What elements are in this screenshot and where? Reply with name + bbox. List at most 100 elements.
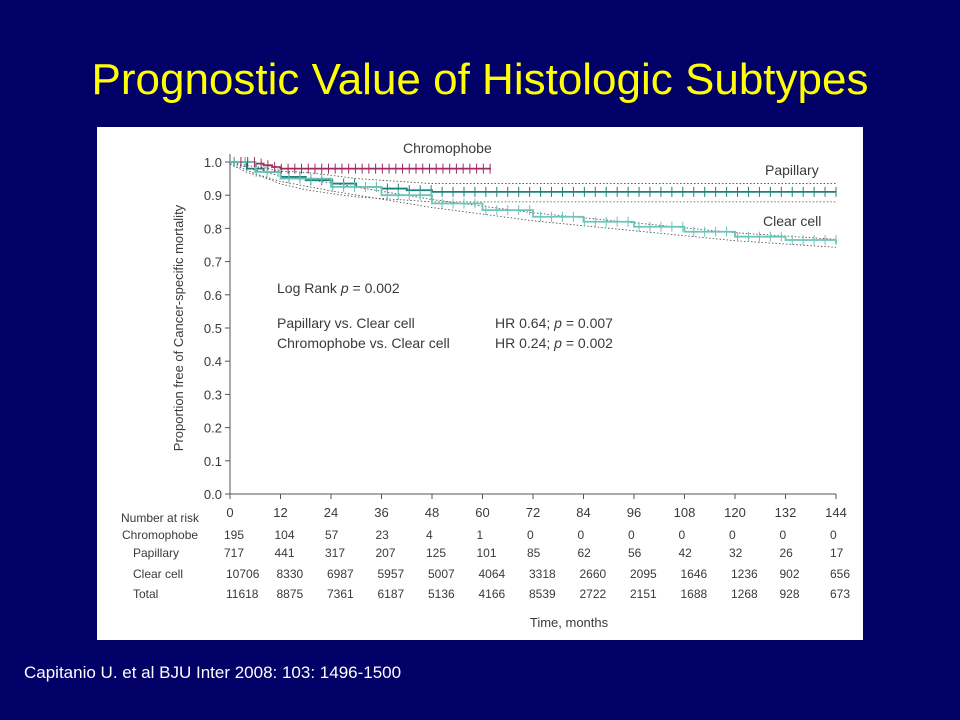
risk-cell: 4 [426, 528, 433, 542]
risk-cell: 4166 [479, 587, 506, 601]
series-line-clear-cell [230, 161, 837, 244]
y-tick-label: 0.4 [204, 354, 222, 369]
risk-cell: 4064 [479, 567, 506, 581]
x-tick-label: 72 [526, 505, 540, 520]
risk-cell: 6187 [378, 587, 405, 601]
risk-cell: 57 [325, 528, 339, 542]
risk-table-header: Number at risk [121, 511, 200, 525]
risk-cell: 5957 [378, 567, 405, 581]
risk-cell: 17 [830, 546, 844, 560]
risk-cell: 11618 [226, 587, 259, 601]
risk-cell: 0 [578, 528, 585, 542]
risk-cell: 5007 [428, 567, 455, 581]
risk-cell: 5136 [428, 587, 455, 601]
risk-cell: 3318 [529, 567, 556, 581]
series-label-papillary: Papillary [765, 162, 819, 178]
x-tick-label: 120 [724, 505, 746, 520]
risk-cell: 317 [325, 546, 345, 560]
risk-row-label: Clear cell [133, 567, 183, 581]
risk-cell: 207 [376, 546, 396, 560]
risk-cell: 1646 [681, 567, 708, 581]
risk-cell: 0 [628, 528, 635, 542]
risk-cell: 1268 [731, 587, 758, 601]
ci-band-clear-cell [229, 162, 837, 248]
x-tick-label: 132 [775, 505, 797, 520]
risk-cell: 104 [275, 528, 295, 542]
censor-marks [233, 157, 837, 246]
x-tick-label: 12 [273, 505, 287, 520]
y-tick-label: 0.1 [204, 454, 222, 469]
y-tick-label: 0.8 [204, 221, 222, 236]
risk-cell: 2660 [580, 567, 607, 581]
slide-title: Prognostic Value of Histologic Subtypes [91, 55, 869, 104]
x-tick-label: 0 [226, 505, 233, 520]
y-tick-label: 0.2 [204, 421, 222, 436]
risk-cell: 42 [679, 546, 693, 560]
risk-cell: 85 [527, 546, 541, 560]
series-line-chromophobe [230, 161, 491, 170]
comparison-label: Chromophobe vs. Clear cell [277, 335, 450, 351]
x-tick-label: 36 [374, 505, 388, 520]
hazard-ratio-text: HR 0.64; p = 0.007 [495, 315, 613, 331]
x-tick-label: 108 [674, 505, 696, 520]
chart-labels: Chromophobe Papillary Clear cell Log Rank p… [277, 140, 821, 351]
risk-cell: 902 [780, 567, 800, 581]
risk-cell: 717 [224, 546, 244, 560]
risk-cell: 928 [780, 587, 800, 601]
risk-cell: 125 [426, 546, 446, 560]
risk-cell: 7361 [327, 587, 354, 601]
risk-cell: 62 [578, 546, 592, 560]
risk-cell: 0 [527, 528, 534, 542]
risk-cell: 101 [477, 546, 497, 560]
y-tick-label: 0.0 [204, 487, 222, 502]
log-rank-text: Log Rank p = 0.002 [277, 280, 400, 296]
x-tick-label: 96 [627, 505, 641, 520]
y-tick-label: 0.5 [204, 321, 222, 336]
risk-cell: 2095 [630, 567, 657, 581]
risk-cell: 8875 [277, 587, 304, 601]
risk-cell: 6987 [327, 567, 354, 581]
risk-cell: 0 [780, 528, 787, 542]
risk-cell: 0 [679, 528, 686, 542]
x-tick-label: 48 [425, 505, 439, 520]
citation: Capitanio U. et al BJU Inter 2008: 103: … [24, 663, 402, 682]
risk-cell: 0 [830, 528, 837, 542]
risk-cell: 1688 [681, 587, 708, 601]
risk-cell: 8539 [529, 587, 556, 601]
risk-cell: 26 [780, 546, 794, 560]
y-tick-label: 0.6 [204, 288, 222, 303]
km-figure-panel: 0.0 0.1 0.2 0.3 0.4 0.5 0.6 0.7 0.8 0.9 1.0 0 12 24 36… [97, 127, 863, 640]
risk-cell: 10706 [226, 567, 260, 581]
risk-cell: 8330 [277, 567, 304, 581]
risk-cell: 2151 [630, 587, 657, 601]
y-tick-label: 1.0 [204, 155, 222, 170]
chart-axes: 0.0 0.1 0.2 0.3 0.4 0.5 0.6 0.7 0.8 0.9 1.0 0 12 24 36… [171, 154, 847, 630]
confidence-bands [229, 161, 837, 248]
risk-row-label: Total [133, 587, 158, 601]
risk-row-label: Papillary [133, 546, 179, 560]
x-tick-label: 144 [825, 505, 847, 520]
y-tick-label: 0.7 [204, 255, 222, 270]
risk-cell: 441 [275, 546, 295, 560]
risk-cell: 1236 [731, 567, 758, 581]
ci-band-papillary [229, 163, 836, 203]
risk-cell: 32 [729, 546, 743, 560]
risk-row-label: Chromophobe [122, 528, 198, 542]
risk-cell: 195 [224, 528, 244, 542]
x-tick-label: 84 [576, 505, 590, 520]
series-label-chromophobe: Chromophobe [403, 140, 492, 156]
hazard-ratio-text: HR 0.24; p = 0.002 [495, 335, 613, 351]
x-tick-label: 24 [324, 505, 338, 520]
y-tick-label: 0.9 [204, 188, 222, 203]
risk-table: Number at risk Chromophobe 195 104 57 23 4 1 0 0 0… [121, 511, 850, 601]
risk-cell: 673 [830, 587, 850, 601]
x-axis-label: Time, months [530, 615, 609, 630]
series-label-clear-cell: Clear cell [763, 213, 821, 229]
comparison-label: Papillary vs. Clear cell [277, 315, 415, 331]
x-tick-label: 60 [475, 505, 489, 520]
series-line-papillary [230, 161, 836, 193]
km-chart: 0.0 0.1 0.2 0.3 0.4 0.5 0.6 0.7 0.8 0.9 1.0 0 12 24 36… [121, 140, 850, 630]
risk-cell: 1 [477, 528, 484, 542]
risk-cell: 2722 [580, 587, 607, 601]
risk-cell: 23 [376, 528, 390, 542]
